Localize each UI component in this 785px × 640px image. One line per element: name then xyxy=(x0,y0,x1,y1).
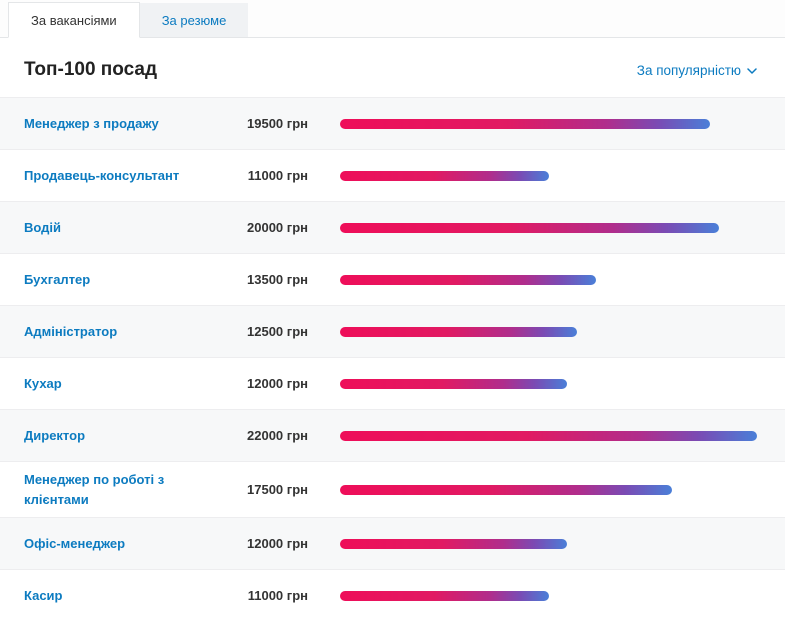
job-title-link[interactable]: Директор xyxy=(24,427,86,443)
salary-value: 19500 грн xyxy=(247,116,308,131)
job-title-link[interactable]: Кухар xyxy=(24,375,62,391)
salary-bar xyxy=(340,378,568,389)
table-row: Кухар 12000 грн xyxy=(0,357,785,409)
salary-value: 13500 грн xyxy=(247,272,308,287)
salary-bar xyxy=(340,430,757,441)
salary-value: 20000 грн xyxy=(247,220,308,235)
bar-track xyxy=(340,378,757,389)
job-title-link[interactable]: Менеджер по роботі з клієнтами xyxy=(24,472,165,507)
salary-value: 17500 грн xyxy=(247,482,308,497)
job-title-link[interactable]: Касир xyxy=(24,587,63,603)
job-title-link[interactable]: Водій xyxy=(24,219,62,235)
sort-dropdown[interactable]: За популярністю xyxy=(637,63,757,78)
salary-value: 11000 грн xyxy=(247,588,308,603)
table-row: Офіс-менеджер 12000 грн xyxy=(0,517,785,569)
tab-by-resumes[interactable]: За резюме xyxy=(139,3,249,38)
tab-bar: За вакансіями За резюме xyxy=(0,0,785,38)
job-title-link[interactable]: Адміністратор xyxy=(24,323,118,339)
bar-track xyxy=(340,430,757,441)
table-row: Менеджер з продажу 19500 грн xyxy=(0,97,785,149)
salary-bar-chart: Менеджер з продажу 19500 грн Продавець-к… xyxy=(0,97,785,621)
bar-track xyxy=(340,484,757,495)
table-row: Директор 22000 грн xyxy=(0,409,785,461)
table-row: Касир 11000 грн xyxy=(0,569,785,621)
table-row: Бухгалтер 13500 грн xyxy=(0,253,785,305)
table-row: Продавець-консультант 11000 грн xyxy=(0,149,785,201)
bar-track xyxy=(340,222,757,233)
page-title: Топ-100 посад xyxy=(24,59,158,80)
salary-bar xyxy=(340,274,596,285)
job-title-link[interactable]: Продавець-консультант xyxy=(24,167,180,183)
chevron-down-icon xyxy=(747,66,757,74)
salary-bar xyxy=(340,484,672,495)
salary-bar xyxy=(340,590,549,601)
salary-value: 11000 грн xyxy=(247,168,308,183)
salary-bar xyxy=(340,170,549,181)
table-row: Водій 20000 грн xyxy=(0,201,785,253)
salary-bar xyxy=(340,538,568,549)
job-title-link[interactable]: Менеджер з продажу xyxy=(24,115,159,131)
table-row: Менеджер по роботі з клієнтами 17500 грн xyxy=(0,461,785,517)
bar-track xyxy=(340,590,757,601)
job-title-link[interactable]: Бухгалтер xyxy=(24,271,91,287)
salary-value: 12000 грн xyxy=(247,536,308,551)
job-title-link[interactable]: Офіс-менеджер xyxy=(24,535,126,551)
salary-bar xyxy=(340,222,720,233)
salary-value: 12000 грн xyxy=(247,376,308,391)
bar-track xyxy=(340,170,757,181)
salary-bar xyxy=(340,326,577,337)
tab-by-vacancies[interactable]: За вакансіями xyxy=(8,2,140,38)
sort-label: За популярністю xyxy=(636,62,741,78)
salary-bar xyxy=(340,118,710,129)
bar-track xyxy=(340,118,757,129)
salary-value: 22000 грн xyxy=(247,428,308,443)
bar-track xyxy=(340,326,757,337)
table-row: Адміністратор 12500 грн xyxy=(0,305,785,357)
bar-track xyxy=(340,538,757,549)
salary-value: 12500 грн xyxy=(247,324,308,339)
section-header: Топ-100 посад За популярністю xyxy=(0,38,785,97)
bar-track xyxy=(340,274,757,285)
